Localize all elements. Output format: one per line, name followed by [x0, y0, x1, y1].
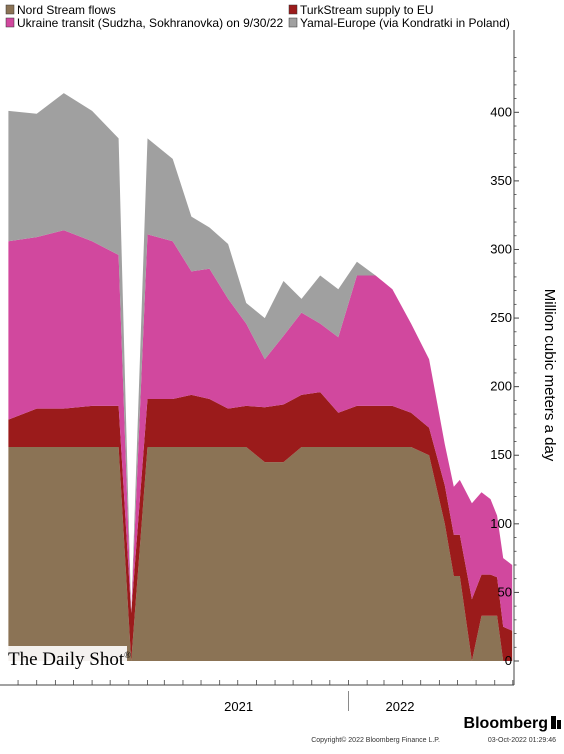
x-tick-label-2022: 2022 [386, 699, 415, 714]
series-area-3 [8, 93, 513, 614]
y-tick-label-400: 400 [490, 104, 512, 119]
y-tick-label-100: 100 [490, 516, 512, 531]
legend-background [0, 0, 564, 32]
y-tick-label-50: 50 [498, 584, 512, 599]
legend-swatch-2 [5, 17, 15, 28]
y-tick-label-300: 300 [490, 241, 512, 256]
axes: 0 50 100 150 200 250 300 350 400 2021 2022 [0, 30, 519, 714]
plot-areas [8, 93, 513, 661]
watermark: The Daily Shot® [3, 646, 131, 672]
legend-swatch-3 [288, 17, 298, 28]
y-tick-label-150: 150 [490, 447, 512, 462]
y-tick-label-250: 250 [490, 310, 512, 325]
y-tick-label-350: 350 [490, 173, 512, 188]
legend: Nord Stream flows TurkStream supply to EU… [0, 0, 564, 32]
legend-label-0: Nord Stream flows [17, 3, 116, 17]
brand-logo-text: Bloomberg [464, 715, 548, 732]
legend-swatch-0 [5, 4, 15, 15]
timestamp-text: 03-Oct-2022 01:29:46 [488, 737, 556, 744]
series-area-1 [8, 392, 513, 661]
series-area-2 [8, 230, 513, 631]
watermark-text: The Daily Shot® [8, 649, 131, 670]
legend-swatch-1 [288, 4, 298, 15]
watermark-background [3, 646, 127, 672]
bloomberg-logo-icon [551, 716, 561, 729]
y-tick-label-200: 200 [490, 379, 512, 394]
x-tick-label-2021: 2021 [224, 699, 253, 714]
series-area-0 [8, 447, 513, 661]
legend-label-3: Yamal-Europe (via Kondratki in Poland) [300, 16, 510, 30]
copyright-text: Copyright© 2022 Bloomberg Finance L.P. [311, 736, 440, 744]
legend-label-1: TurkStream supply to EU [300, 3, 434, 17]
y-axis-label: Million cubic meters a day [541, 289, 558, 462]
y-tick-label-0: 0 [505, 653, 512, 668]
legend-label-2: Ukraine transit (Sudzha, Sokhranovka) on… [17, 16, 283, 30]
